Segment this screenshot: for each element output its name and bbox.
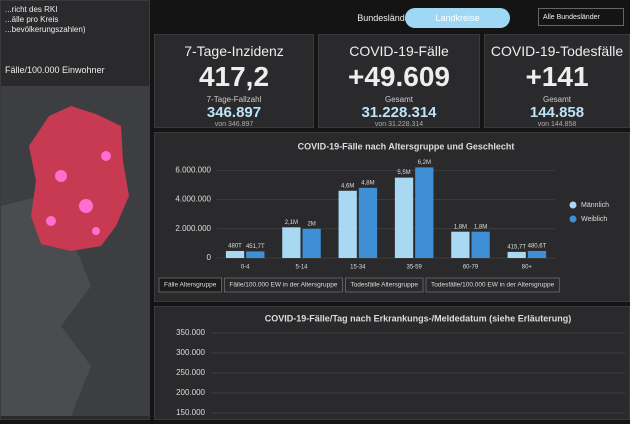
region-select[interactable]: Alle Bundesländer	[538, 8, 624, 26]
chart-button-box[interactable]	[345, 277, 424, 293]
legend-label: Männlich	[581, 202, 609, 209]
value-label: 415,7T	[507, 245, 526, 251]
hotspot	[55, 170, 67, 182]
map-header: ...richt des RKI ...älle pro Kreis ...be…	[5, 5, 86, 35]
map	[1, 86, 149, 416]
age-chart: COVID-19-Fälle nach Altersgruppe und Ges…	[158, 141, 609, 293]
value-label: 2M	[307, 221, 315, 227]
chart-button[interactable]: Fälle Altersgruppe	[158, 277, 222, 293]
y-tick-label: 2.000.000	[175, 224, 211, 233]
bar	[282, 227, 301, 258]
map-header-line: ...bevölkerungszahlen)	[5, 25, 86, 34]
bar	[394, 177, 414, 258]
daily-chart: COVID-19-Fälle/Tag nach Erkrankungs-/Mel…	[176, 313, 625, 417]
kpi-value: 417,2	[198, 61, 270, 92]
value-label: 5,5M	[397, 170, 410, 176]
kpi-sub-value: 346.897	[206, 104, 262, 121]
bar	[302, 228, 321, 258]
chart-button-box[interactable]	[425, 277, 560, 293]
value-label: 480,6T	[528, 244, 547, 250]
kpi-card: 7-Tage-Inzidenz 417,2 7-Tage-Fallzahl 34…	[154, 34, 314, 128]
chart-button-box[interactable]	[158, 277, 222, 293]
value-label: 1,8M	[474, 224, 487, 230]
x-tick-label: 80+	[522, 265, 533, 271]
y-tick-label: 350.000	[176, 328, 205, 337]
germany	[29, 106, 129, 251]
kpi-sub-label: Gesamt	[542, 95, 571, 104]
age-chart-panel: COVID-19-Fälle nach Altersgruppe und Ges…	[154, 132, 630, 302]
value-label: 4,8M	[361, 180, 374, 186]
kpi-title: COVID-19-Fälle	[349, 43, 449, 59]
chart-button[interactable]: Todesfälle Altersgruppe	[345, 277, 424, 293]
map-legend-title: Fälle/100.000 Einwohner	[5, 65, 105, 75]
value-label: 2,1M	[285, 220, 298, 226]
hotspot	[46, 216, 56, 226]
value-label: 451,7T	[246, 244, 265, 250]
value-label: 1,8M	[454, 224, 467, 230]
kpi-sub-label: Gesamt	[384, 95, 413, 104]
chart-button-label[interactable]: Fälle Altersgruppe	[164, 282, 217, 289]
bar	[358, 187, 378, 258]
kpi-sub-label: 7-Tage-Fallzahl	[206, 95, 262, 104]
kpi-card: COVID-19-Fälle +49.609 Gesamt 31.228.314…	[318, 34, 480, 128]
bar	[527, 250, 547, 258]
y-tick-label: 6.000.000	[175, 165, 211, 174]
y-tick-label: 200.000	[176, 388, 205, 397]
bar	[471, 231, 490, 258]
value-label: 4,6M	[341, 183, 354, 189]
y-tick-label: 0	[207, 253, 212, 262]
kpi-value: +49.609	[348, 61, 450, 92]
x-tick-label: 35-59	[406, 265, 422, 271]
x-tick-label: 15-34	[350, 265, 366, 271]
kpi-note: von 144.858	[537, 121, 577, 128]
legend-swatch	[569, 201, 577, 209]
daily-chart-panel: COVID-19-Fälle/Tag nach Erkrankungs-/Mel…	[154, 306, 630, 420]
tab[interactable]: Bundesländer	[357, 13, 413, 23]
bar	[246, 251, 265, 258]
kpi-note: von 346.897	[214, 121, 254, 128]
legend-label: Weiblich	[581, 216, 607, 223]
kpi-card: COVID-19-Todesfälle +141 Gesamt 144.858 …	[484, 34, 630, 128]
bar	[338, 190, 357, 258]
chart-button-box[interactable]	[224, 277, 343, 293]
hotspot	[79, 199, 93, 213]
map-header-line: ...richt des RKI	[5, 5, 58, 14]
kpi-sub-value: 144.858	[529, 104, 585, 121]
x-tick-label: 0-4	[241, 265, 250, 271]
bar	[415, 167, 434, 258]
bar	[507, 251, 526, 258]
map-panel: ...richt des RKI ...älle pro Kreis ...be…	[0, 0, 150, 420]
chart-button-label[interactable]: Fälle/100.000 EW in der Altersgruppe	[229, 282, 337, 289]
value-label: 6,2M	[418, 160, 431, 166]
tab-active[interactable]: Landkreise	[405, 8, 510, 28]
chart-button-label[interactable]: Todesfälle Altersgruppe	[350, 282, 418, 289]
x-tick-label: 60-79	[463, 265, 479, 271]
y-tick-label: 250.000	[176, 368, 205, 377]
y-tick-label: 150.000	[176, 408, 205, 417]
kpi-note: von 31.228.314	[374, 121, 424, 128]
chart-title: COVID-19-Fälle nach Altersgruppe und Ges…	[298, 141, 515, 151]
y-tick-label: 4.000.000	[175, 195, 211, 204]
chart-title: COVID-19-Fälle/Tag nach Erkrankungs-/Mel…	[265, 313, 571, 323]
map-header-line: ...älle pro Kreis	[5, 15, 59, 24]
bar	[225, 250, 245, 258]
kpi-sub-value: 31.228.314	[361, 104, 437, 121]
legend-swatch	[569, 215, 577, 223]
chart-button[interactable]: Fälle/100.000 EW in der Altersgruppe	[224, 277, 343, 293]
kpi-title: COVID-19-Todesfälle	[490, 43, 624, 59]
chart-button-label[interactable]: Todesfälle/100.000 EW in der Altersgrupp…	[431, 282, 555, 289]
value-label: 480T	[228, 244, 242, 250]
kpi-title: 7-Tage-Inzidenz	[184, 43, 284, 59]
map-land	[1, 196, 91, 416]
y-tick-label: 300.000	[176, 348, 205, 357]
hotspot	[92, 227, 100, 235]
kpi-value: +141	[525, 61, 589, 92]
x-tick-label: 5-14	[295, 265, 308, 271]
bar	[451, 231, 470, 258]
hotspot	[101, 151, 111, 161]
chart-button[interactable]: Todesfälle/100.000 EW in der Altersgrupp…	[425, 277, 560, 293]
